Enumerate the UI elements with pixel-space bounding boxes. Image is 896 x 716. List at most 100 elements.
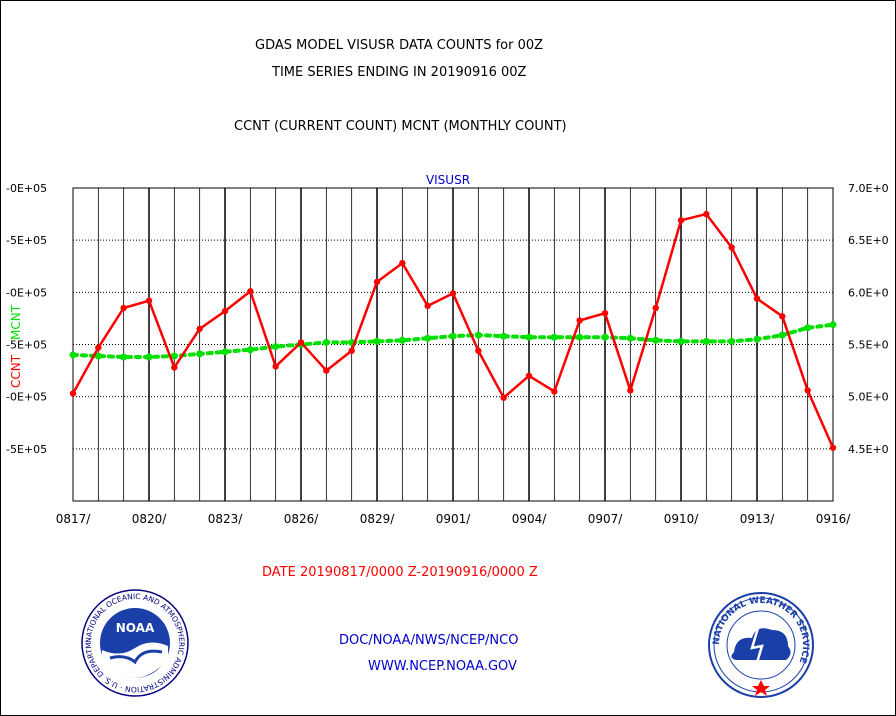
data-point-mcnt [94,352,102,360]
data-point-ccnt [221,307,229,315]
data-point-ccnt [196,325,203,333]
right-axis-tick-labels: 4.5E+0 5.0E+0 5.5E+0 6.0E+0 6.5E+0 7.0E+0 [848,182,889,456]
noaa-logo: NATIONAL OCEANIC AND ATMOSPHERIC ADMINIS… [80,588,189,697]
data-point-ccnt [120,304,127,312]
data-point-ccnt [551,388,558,395]
left-tick-label: -5E+05 [6,443,47,456]
data-point-ccnt [323,367,330,374]
data-point-mcnt [449,332,457,340]
data-point-ccnt [829,444,837,451]
website-link[interactable]: WWW.NCEP.NOAA.GOV [368,659,517,674]
data-point-ccnt [627,387,634,394]
data-point-mcnt [804,324,812,332]
data-point-ccnt [703,210,710,218]
left-tick-label: -5E+05 [6,339,47,352]
data-point-ccnt [753,295,761,302]
left-axis-label-ccnt: CCNT [9,354,23,388]
right-tick-label: 5.0E+0 [848,391,889,404]
left-axis-label: CCNT MCNT [9,304,23,388]
data-point-mcnt [196,350,204,358]
data-point-mcnt [221,348,229,356]
data-point-mcnt [550,333,558,341]
data-point-ccnt [601,310,609,317]
data-point-ccnt [475,347,482,354]
left-tick-label: -0E+05 [6,391,47,404]
right-tick-label: 4.5E+0 [848,443,889,456]
data-point-ccnt [576,317,583,324]
data-point-mcnt [702,337,710,345]
data-point-ccnt [171,364,178,371]
data-point-mcnt [677,337,685,345]
data-point-mcnt [626,334,634,342]
data-point-ccnt [779,313,786,320]
data-point-mcnt [728,337,736,345]
data-point-ccnt [297,339,305,346]
x-tick-label: 0904/ [512,512,548,526]
x-tick-label: 0913/ [740,512,776,526]
org-line: DOC/NOAA/NWS/NCEP/NCO [339,633,519,648]
x-tick-label: 0817/ [56,512,92,526]
data-point-mcnt [424,334,432,342]
data-point-mcnt [652,336,660,344]
data-point-mcnt [69,351,77,359]
chart-title-line2: TIME SERIES ENDING IN 20190916 00Z [272,65,527,80]
data-point-mcnt [525,333,533,341]
data-point-mcnt [601,333,609,341]
left-tick-label: -5E+05 [6,234,47,247]
data-point-ccnt [247,288,254,295]
data-point-ccnt [424,302,431,310]
data-point-ccnt [145,297,153,304]
data-point-ccnt [728,244,735,251]
x-tick-label: 0826/ [284,512,320,526]
x-tick-label: 0820/ [132,512,168,526]
data-point-mcnt [829,321,837,329]
data-point-ccnt [399,259,406,267]
vertical-gridlines [97,188,809,501]
data-point-ccnt [677,217,685,224]
data-point-ccnt [272,363,279,370]
x-tick-label: 0916/ [816,512,852,526]
data-point-mcnt [778,331,786,339]
chart-title-line1: GDAS MODEL VISUSR DATA COUNTS for 00Z [255,38,544,53]
data-point-mcnt [246,346,254,354]
time-series-chart: VISUSR -5E+05 -0E+05 -5E+05 -0E+05 -5E+05 -0E… [6,173,889,526]
data-point-ccnt [69,390,77,397]
left-tick-label: -0E+05 [6,182,47,195]
left-tick-label: -0E+05 [6,286,47,299]
data-point-ccnt [525,372,533,379]
date-range: DATE 20190817/0000 Z-20190916/0000 Z [262,565,538,580]
left-axis-label-mcnt: MCNT [9,304,23,340]
x-axis-tick-labels: 0817/0820/0823/0826/0829/0901/0904/0907/… [56,512,852,526]
data-point-mcnt [576,333,584,341]
data-point-mcnt [120,353,128,361]
data-point-mcnt [753,335,761,343]
data-point-mcnt [373,337,381,345]
data-point-mcnt [500,332,508,340]
x-tick-label: 0829/ [360,512,396,526]
data-point-mcnt [170,352,178,360]
right-tick-label: 6.5E+0 [848,234,889,247]
chart-subtitle: CCNT (CURRENT COUNT) MCNT (MONTHLY COUNT… [234,119,567,134]
x-tick-label: 0907/ [588,512,624,526]
nws-logo: NATIONAL WEATHER SERVICE [708,592,814,698]
plot-title: VISUSR [426,173,470,187]
data-point-ccnt [804,387,811,394]
noaa-logo-text: NOAA [116,621,155,635]
series-ccnt [69,210,837,451]
x-tick-label: 0901/ [436,512,472,526]
data-point-ccnt [652,304,659,312]
data-point-ccnt [449,290,457,297]
data-point-mcnt [474,331,482,339]
data-point-mcnt [272,343,280,351]
right-tick-label: 6.0E+0 [848,286,889,299]
data-point-ccnt [95,344,102,351]
left-axis-tick-labels: -5E+05 -0E+05 -5E+05 -0E+05 -5E+05 -0E+05 [6,182,47,456]
data-point-ccnt [500,394,507,401]
data-point-mcnt [398,336,406,344]
x-tick-label: 0910/ [664,512,700,526]
data-point-ccnt [348,347,355,354]
right-tick-label: 5.5E+0 [848,339,889,352]
data-point-ccnt [373,278,381,286]
x-tick-label: 0823/ [208,512,244,526]
data-point-mcnt [322,338,330,346]
